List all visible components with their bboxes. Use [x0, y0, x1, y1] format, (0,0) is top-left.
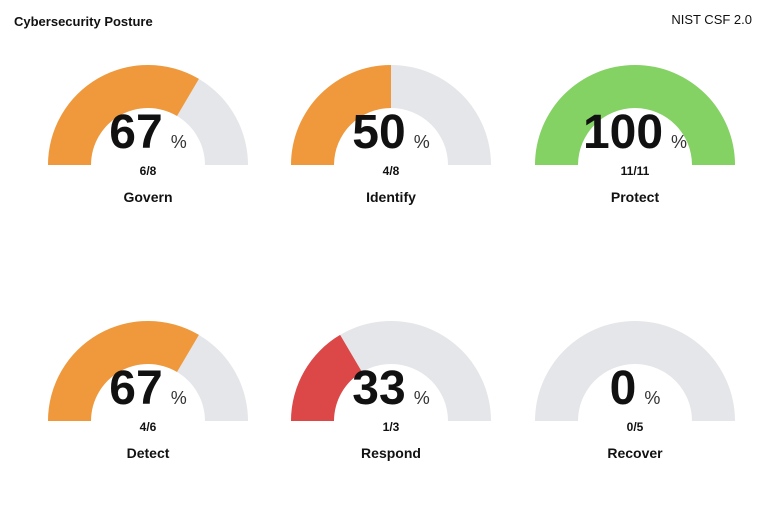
gauge-readout: 67%	[109, 106, 186, 159]
gauge-label: Respond	[361, 445, 421, 461]
dashboard-title: Cybersecurity Posture	[14, 14, 153, 29]
gauge-unit: %	[671, 132, 687, 152]
gauge-label: Detect	[127, 445, 170, 461]
gauge-detail: 1/3	[383, 420, 400, 434]
gauge-value-arc	[291, 65, 391, 165]
gauge-value: 67	[109, 106, 162, 159]
gauge-value-arc	[291, 334, 362, 421]
gauge-detail: 11/11	[621, 164, 650, 178]
gauge-value: 0	[610, 362, 637, 415]
gauge-detail: 4/8	[383, 164, 400, 178]
gauge-unit: %	[171, 388, 187, 408]
gauge-unit: %	[414, 132, 430, 152]
gauge-unit: %	[171, 132, 187, 152]
gauge-detail: 6/8	[140, 164, 157, 178]
gauge-value-arc	[48, 65, 199, 165]
gauge-readout: 50%	[352, 106, 429, 159]
gauge-readout: 67%	[109, 362, 186, 415]
gauge-value-arc	[535, 65, 735, 165]
gauge-label: Govern	[123, 189, 172, 205]
gauge-readout: 100%	[583, 106, 687, 159]
gauge-value: 33	[352, 362, 405, 415]
gauge-label: Protect	[611, 189, 660, 205]
gauge-value: 67	[109, 362, 162, 415]
gauge-readout: 0%	[610, 362, 661, 415]
gauge-value: 100	[583, 106, 663, 159]
gauge-detail: 4/6	[140, 420, 157, 434]
gauge-unit: %	[414, 388, 430, 408]
gauge-label: Identify	[366, 189, 416, 205]
gauge-label: Recover	[607, 445, 663, 461]
framework-label: NIST CSF 2.0	[671, 12, 752, 27]
gauge-track	[535, 321, 735, 421]
gauge-value-arc	[48, 321, 199, 421]
gauge-value: 50	[352, 106, 405, 159]
gauge-readout: 33%	[352, 362, 429, 415]
gauge-detail: 0/5	[627, 420, 644, 434]
gauge-unit: %	[644, 388, 660, 408]
